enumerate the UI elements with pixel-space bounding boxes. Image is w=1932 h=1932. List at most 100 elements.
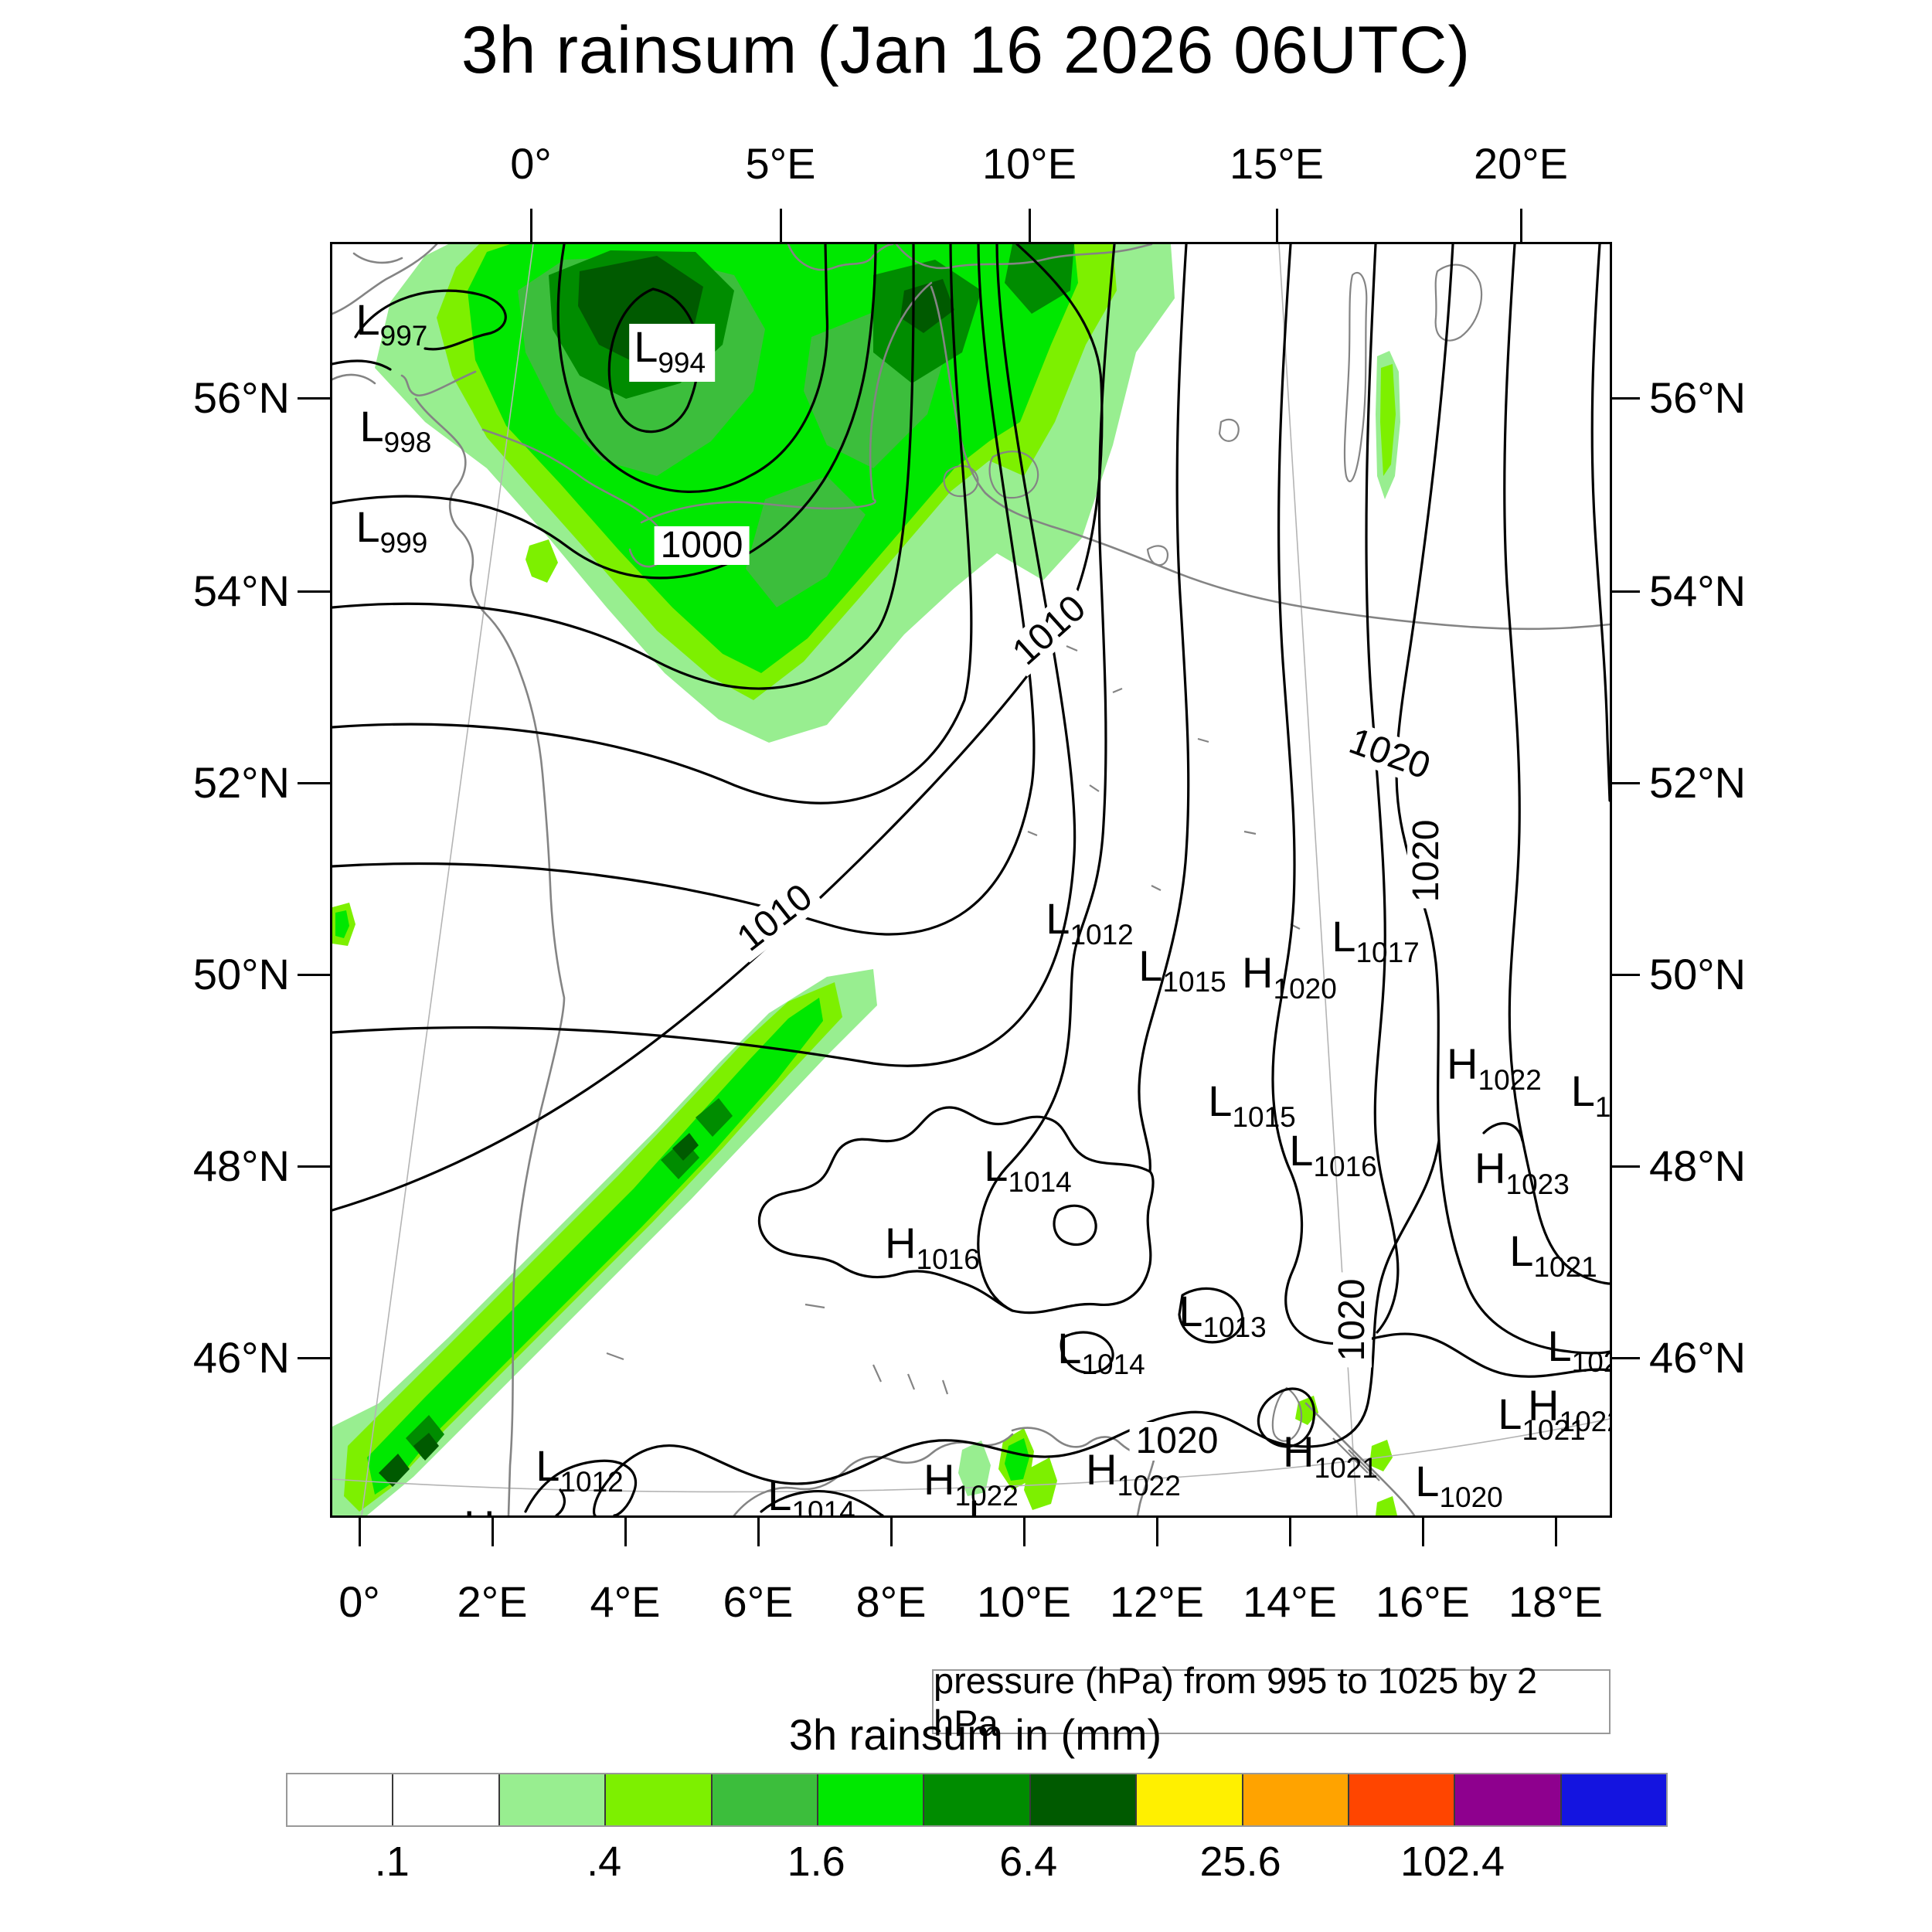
pressure-value: 1022: [1559, 1406, 1610, 1438]
colorbar-cell-10: [1347, 1774, 1454, 1825]
pressure-center-L1014: L1014: [1057, 1327, 1145, 1379]
pressure-letter: L: [634, 322, 658, 371]
pressure-value: 1020: [1439, 1481, 1503, 1514]
pressure-center-L1021: L1021: [1498, 1393, 1585, 1445]
pressure-value: 1012: [1070, 919, 1134, 951]
pressure-letter: L: [359, 402, 384, 451]
left-axis-label: 54°N: [192, 566, 290, 615]
pressure-center-H1022: H1022: [1086, 1445, 1181, 1502]
bottom-axis-tick: [1555, 1513, 1557, 1546]
right-axis-tick: [1607, 782, 1640, 784]
left-axis-tick: [298, 1357, 330, 1359]
colorbar-cell-1: [392, 1774, 498, 1825]
colorbar-title: 3h rainsum in (mm): [788, 1710, 1162, 1759]
colorbar-tick-label: 6.4: [999, 1838, 1058, 1885]
pressure-value: 1013: [1202, 1311, 1267, 1344]
right-axis-label: 52°N: [1649, 758, 1747, 807]
pressure-center-L1021: L1021: [1509, 1230, 1597, 1284]
pressure-value: 1022: [1117, 1470, 1181, 1502]
pressure-center-L1016: L1016: [1289, 1126, 1377, 1183]
pressure-value: 1022: [954, 1480, 1019, 1512]
pressure-letter: L: [1289, 1126, 1314, 1175]
bottom-axis-label: 18°E: [1508, 1577, 1604, 1626]
pressure-value: 1015: [1232, 1101, 1296, 1134]
bottom-axis-label: 6°E: [723, 1577, 794, 1626]
bottom-axis-tick: [890, 1513, 893, 1546]
bottom-axis-label: 12°E: [1109, 1577, 1205, 1626]
pressure-letter: L: [355, 295, 380, 345]
bottom-axis-tick: [1156, 1513, 1158, 1546]
pressure-letter: H: [1528, 1381, 1560, 1430]
colorbar-cell-0: [287, 1774, 393, 1825]
right-axis-tick: [1607, 974, 1640, 976]
pressure-center-L102: L102: [1547, 1325, 1610, 1377]
top-axis-label: 0°: [510, 139, 552, 188]
pressure-center-L994: L994: [629, 322, 716, 382]
pressure-letter: H: [885, 1219, 917, 1268]
top-axis-label: 20°E: [1473, 139, 1569, 188]
right-axis-tick: [1607, 1165, 1640, 1168]
colorbar-tick-label: .1: [374, 1838, 410, 1885]
bottom-axis-tick: [492, 1513, 494, 1546]
colorbar-tick-label: 1.6: [787, 1838, 845, 1885]
contour-label-1020: 1020: [1129, 1422, 1225, 1461]
pressure-value: 1014: [1081, 1349, 1145, 1381]
pressure-letter: H: [1283, 1427, 1315, 1477]
top-axis-tick: [1029, 209, 1031, 242]
colorbar-cell-12: [1560, 1774, 1667, 1825]
right-axis-tick: [1607, 397, 1640, 400]
right-axis-label: 56°N: [1649, 373, 1747, 422]
pressure-letter: L: [1138, 941, 1163, 991]
bottom-axis-tick: [757, 1513, 760, 1546]
pressure-value: 1021: [1533, 1251, 1597, 1284]
pressure-value: 1014: [791, 1495, 855, 1518]
pressure-center-H1022: H1022: [923, 1455, 1019, 1512]
colorbar-tick-label: 102.4: [1400, 1838, 1505, 1885]
contour-label-1000: 1000: [654, 526, 750, 565]
pressure-center-H1021: H1021: [1283, 1427, 1378, 1483]
pressure-center-L1012: L1012: [1046, 897, 1134, 951]
pressure-center-H1023: H1023: [1475, 1147, 1570, 1199]
left-axis-tick: [298, 397, 330, 400]
pressure-value: 999: [379, 527, 428, 560]
pressure-value: 1016: [1313, 1151, 1377, 1183]
left-axis-tick: [298, 974, 330, 976]
pressure-letter: H: [923, 1455, 955, 1505]
colorbar-cell-2: [498, 1774, 605, 1825]
bottom-axis-tick: [1023, 1513, 1026, 1546]
pressure-center-L999: L999: [355, 502, 428, 560]
bottom-axis-tick: [624, 1513, 627, 1546]
pressure-letter: H: [1447, 1039, 1478, 1089]
left-axis-tick: [298, 590, 330, 593]
colorbar-cell-7: [1029, 1774, 1136, 1825]
contour-label-1020: 1020: [1332, 1272, 1372, 1368]
bottom-axis-tick: [359, 1513, 361, 1546]
colorbar-cell-11: [1454, 1774, 1560, 1825]
pressure-letter: L: [1509, 1226, 1534, 1276]
pressure-center-H1016: H1016: [885, 1222, 980, 1274]
pressure-caption-text: pressure (hPa) from 995 to 1025 by 2 hPa: [934, 1660, 1538, 1743]
pressure-center-L1014: L1014: [767, 1474, 855, 1518]
left-axis-tick: [298, 1165, 330, 1168]
pressure-letter: L: [1208, 1077, 1233, 1126]
pressure-letter: L: [1179, 1287, 1203, 1336]
pressure-letter: L: [355, 502, 380, 552]
pressure-value: 997: [379, 320, 428, 352]
pressure-letter: L: [1415, 1457, 1440, 1506]
pressure-center-L997: L997: [355, 295, 428, 352]
pressure-letter: H: [1086, 1445, 1117, 1495]
left-axis-label: 56°N: [192, 373, 290, 422]
pressure-value: 1017: [1355, 937, 1420, 969]
pressure-value: 1022: [1478, 1064, 1542, 1097]
top-axis-label: 5°E: [745, 139, 816, 188]
map-panel: L997 L994 L998 L999 L1012 L1015 H1020 L1017 H102…: [330, 242, 1612, 1518]
colorbar: [286, 1773, 1668, 1827]
colorbar-cell-5: [816, 1774, 923, 1825]
pressure-letter: H: [1242, 948, 1274, 998]
page-title: 3h rainsum (Jan 16 2026 06UTC): [461, 13, 1471, 87]
contour-label-1020: 1020: [1406, 813, 1447, 909]
colorbar-cell-6: [923, 1774, 1029, 1825]
bottom-axis-label: 10°E: [976, 1577, 1072, 1626]
pressure-center-L1017: L1017: [1332, 915, 1420, 969]
